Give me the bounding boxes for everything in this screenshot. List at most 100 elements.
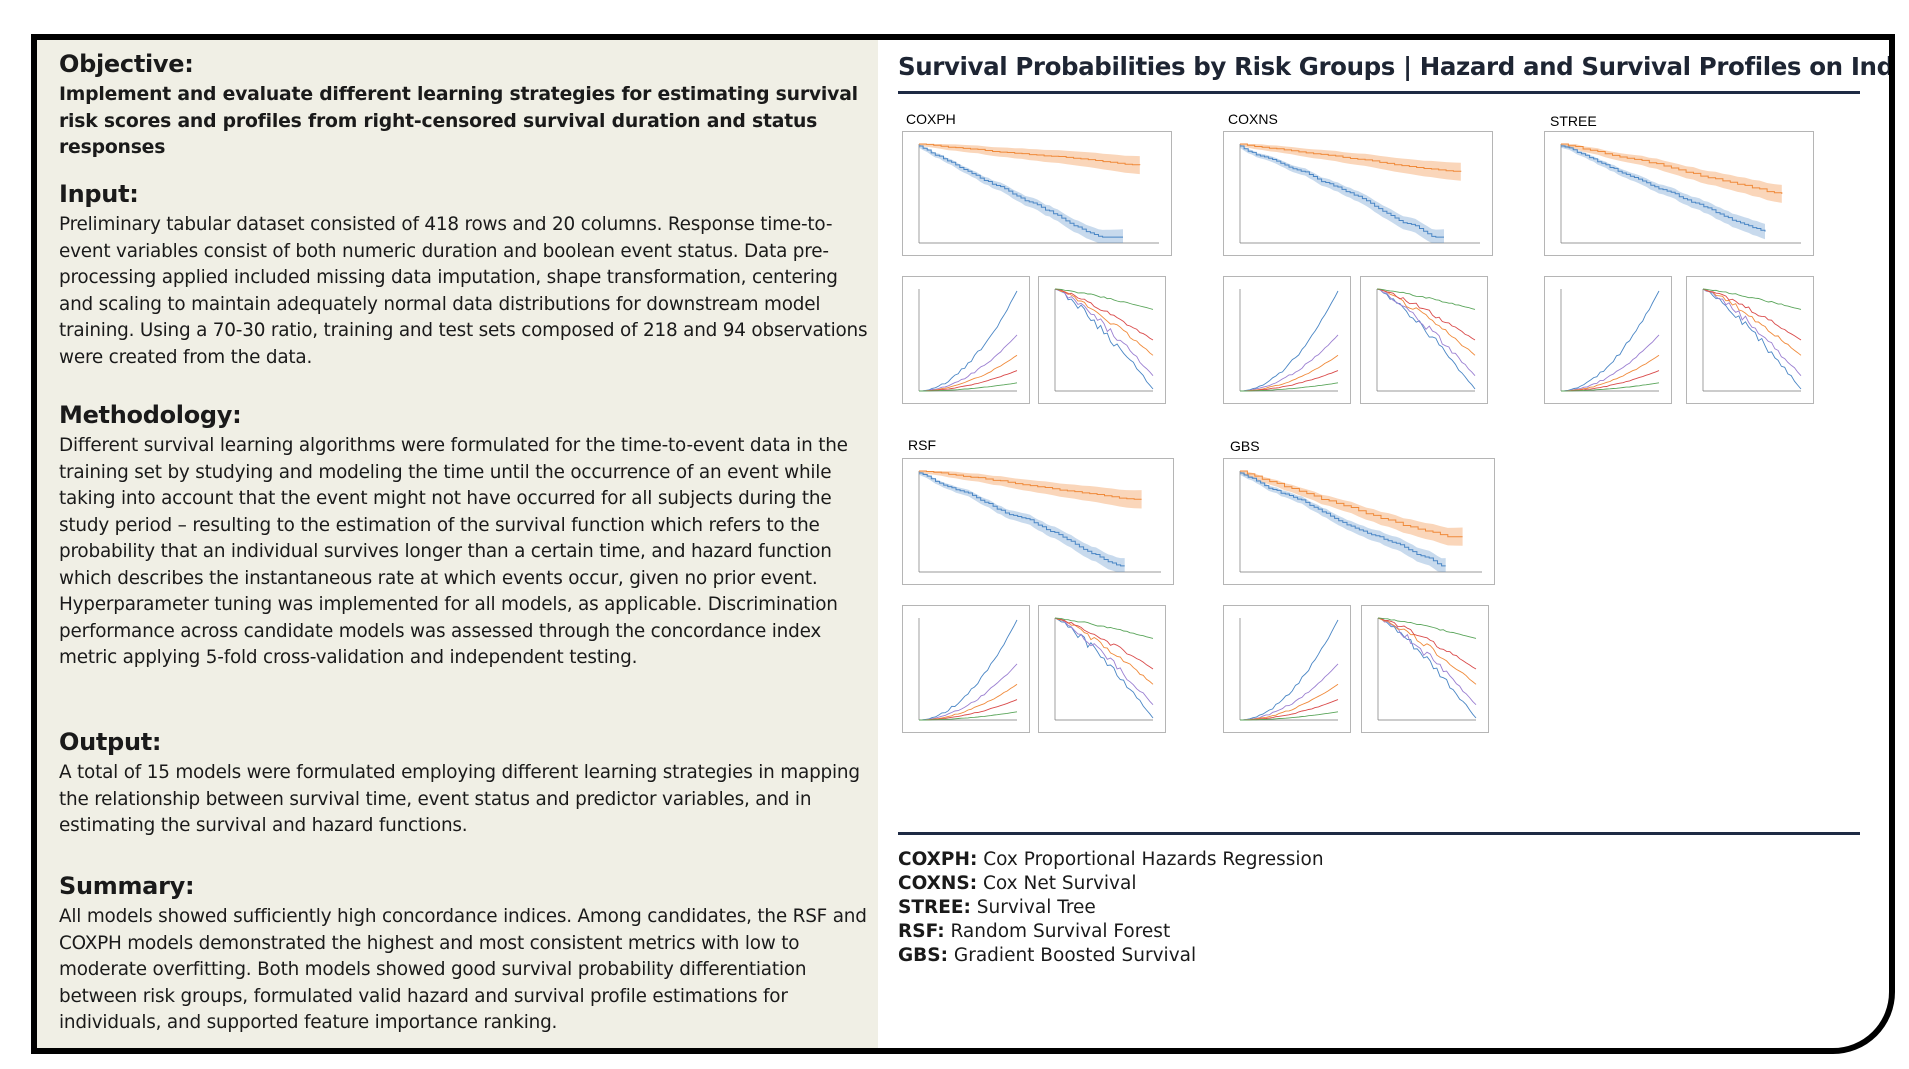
- output-text: A total of 15 models were formulated emp…: [59, 762, 860, 836]
- survival-function-curve: [1054, 288, 1154, 390]
- hazard-plot-svg: [918, 618, 1018, 721]
- panel-title: Survival Probabilities by Risk Groups | …: [898, 52, 1895, 81]
- low-risk-band: [919, 471, 1142, 509]
- low-risk-curve: [1240, 143, 1462, 172]
- legend-item: COXNS: Cox Net Survival: [898, 872, 1498, 896]
- cumulative-hazard-curve: [1560, 290, 1660, 392]
- stree-cumulative-hazard-plot: [1544, 276, 1672, 404]
- gbs-cumulative-hazard-plot: [1223, 605, 1351, 733]
- model-label-coxns: COXNS: [1228, 111, 1278, 127]
- legend-abbr: GBS:: [898, 945, 949, 966]
- legend-name: Cox Net Survival: [983, 873, 1137, 894]
- high-risk-band: [919, 471, 1125, 572]
- cumulative-hazard-curve: [918, 290, 1018, 392]
- high-risk-curve: [919, 145, 1123, 238]
- survival-function-curve: [1702, 288, 1802, 356]
- survival-function-curve: [1054, 288, 1154, 376]
- cumulative-hazard-curve: [1240, 711, 1339, 721]
- low-risk-band: [1240, 144, 1461, 181]
- survival-plot-svg: [1054, 617, 1154, 721]
- high-risk-curve: [1240, 472, 1446, 567]
- coxns-survival-function-plot: [1360, 276, 1488, 404]
- survival-function-curve: [1377, 617, 1477, 639]
- cumulative-hazard-curve: [919, 711, 1018, 721]
- survival-function-curve: [1702, 288, 1802, 377]
- methodology-text: Different survival learning algorithms w…: [59, 435, 848, 668]
- figures-panel: Survival Probabilities by Risk Groups | …: [878, 40, 1895, 1048]
- cumulative-hazard-curve: [1239, 619, 1339, 721]
- cumulative-hazard-curve: [1560, 334, 1660, 392]
- survival-function-curve: [1377, 617, 1477, 685]
- coxns-risk-groups-plot: [1223, 131, 1493, 256]
- low-risk-curve: [919, 143, 1141, 166]
- survival-function-curve: [1377, 617, 1477, 719]
- legend-item: RSF: Random Survival Forest: [898, 920, 1498, 944]
- survival-function-curve: [1054, 288, 1154, 341]
- km-plot-svg: [918, 143, 1159, 244]
- output-heading: Output:: [59, 728, 162, 756]
- low-risk-band: [919, 144, 1140, 175]
- cumulative-hazard-curve: [1240, 699, 1339, 721]
- coxph-risk-groups-plot: [902, 131, 1172, 256]
- coxph-cumulative-hazard-plot: [902, 276, 1030, 404]
- low-risk-curve: [919, 470, 1142, 500]
- objective-heading: Objective:: [59, 50, 194, 78]
- survival-function-curve: [1054, 617, 1154, 639]
- survival-function-curve: [1054, 617, 1154, 685]
- gbs-risk-groups-plot: [1223, 458, 1495, 585]
- km-plot-svg: [1239, 143, 1480, 244]
- high-risk-band: [1240, 144, 1444, 243]
- legend-name: Cox Proportional Hazards Regression: [983, 849, 1324, 870]
- survival-function-curve: [1054, 617, 1154, 719]
- legend-item: GBS: Gradient Boosted Survival: [898, 944, 1498, 968]
- high-risk-band: [1561, 144, 1765, 240]
- survival-plot-svg: [1702, 288, 1802, 392]
- km-plot-svg: [918, 470, 1161, 573]
- stree-risk-groups-plot: [1544, 131, 1814, 256]
- hazard-plot-svg: [1239, 618, 1339, 721]
- survival-plot-svg: [1377, 617, 1477, 721]
- stree-survival-function-plot: [1686, 276, 1814, 404]
- coxph-survival-function-plot: [1038, 276, 1166, 404]
- survival-function-curve: [1376, 288, 1476, 356]
- hazard-plot-svg: [918, 289, 1018, 392]
- survival-function-curve: [1054, 617, 1154, 670]
- summary-heading: Summary:: [59, 872, 195, 900]
- objective-text: Implement and evaluate different learnin…: [59, 84, 858, 158]
- cumulative-hazard-curve: [918, 663, 1018, 721]
- methodology-heading: Methodology:: [59, 401, 242, 429]
- survival-function-curve: [1054, 617, 1154, 706]
- output-section: Output: A total of 15 models were formul…: [59, 728, 869, 840]
- description-panel: Objective: Implement and evaluate differ…: [37, 40, 878, 1048]
- high-risk-curve: [1561, 145, 1766, 232]
- cumulative-hazard-curve: [1561, 382, 1660, 392]
- model-label-rsf: RSF: [908, 437, 936, 453]
- abbreviation-legend: COXPH: Cox Proportional Hazards Regressi…: [898, 848, 1498, 968]
- summary-text: All models showed sufficiently high conc…: [59, 906, 867, 1033]
- km-plot-svg: [1560, 143, 1801, 244]
- survival-function-curve: [1377, 617, 1477, 670]
- input-section: Input: Preliminary tabular dataset consi…: [59, 180, 869, 371]
- survival-plot-svg: [1054, 288, 1154, 392]
- survival-function-curve: [1376, 288, 1476, 341]
- cumulative-hazard-curve: [1239, 290, 1339, 392]
- objective-section: Objective: Implement and evaluate differ…: [59, 50, 869, 162]
- legend-abbr: RSF:: [898, 921, 945, 942]
- survival-function-curve: [1054, 288, 1154, 356]
- methodology-section: Methodology: Different survival learning…: [59, 401, 869, 672]
- low-risk-curve: [1561, 143, 1783, 194]
- legend-name: Random Survival Forest: [950, 921, 1171, 942]
- legend-abbr: COXPH:: [898, 849, 978, 870]
- legend-name: Survival Tree: [976, 897, 1096, 918]
- model-label-stree: STREE: [1550, 113, 1597, 129]
- title-rule: [898, 91, 1860, 94]
- high-risk-curve: [1240, 145, 1444, 238]
- input-heading: Input:: [59, 180, 139, 208]
- cumulative-hazard-curve: [1240, 382, 1339, 392]
- summary-section: Summary: All models showed sufficiently …: [59, 872, 869, 1037]
- survival-function-curve: [1702, 288, 1802, 310]
- cumulative-hazard-curve: [918, 683, 1018, 721]
- model-label-gbs: GBS: [1230, 438, 1260, 454]
- legend-rule: [898, 832, 1860, 835]
- legend-item: STREE: Survival Tree: [898, 896, 1498, 920]
